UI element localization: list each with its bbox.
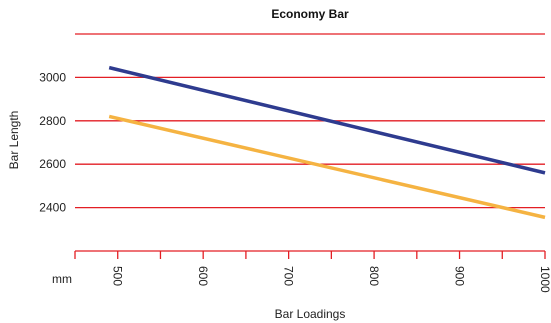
series-lines [109, 68, 545, 218]
y-axis-label: Bar Length [7, 111, 21, 170]
y-tick-label: 3000 [39, 70, 66, 84]
x-tick-label: 1000 [538, 266, 551, 293]
y-axis-ticks: 2400 2600 2800 3000 [39, 70, 66, 214]
x-unit-label: mm [52, 272, 72, 286]
x-tick-label: 600 [196, 266, 210, 286]
x-tick-label: 900 [452, 266, 466, 286]
grid [75, 34, 545, 208]
y-tick-label: 2400 [39, 201, 66, 215]
x-tick-label: 800 [367, 266, 381, 286]
x-axis: 500 600 700 800 900 1000 [75, 251, 551, 293]
x-tick-label: 700 [281, 266, 295, 286]
chart-title: Economy Bar [271, 7, 349, 21]
series-line-2 [109, 116, 545, 217]
x-axis-label: Bar Loadings [275, 307, 346, 321]
x-tick-label: 500 [111, 266, 125, 286]
y-tick-label: 2800 [39, 114, 66, 128]
y-tick-label: 2600 [39, 157, 66, 171]
